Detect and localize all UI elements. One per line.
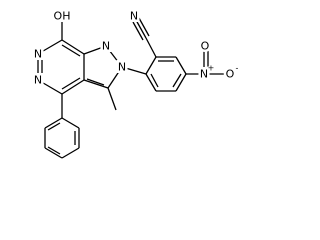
atom-label: N bbox=[34, 48, 42, 61]
charge-label: + bbox=[208, 64, 215, 73]
atom-label: OH bbox=[54, 10, 71, 23]
atom-label: N bbox=[34, 74, 42, 87]
bonds bbox=[37, 17, 228, 159]
atom-label: N bbox=[130, 10, 138, 23]
atom-label: N bbox=[102, 40, 110, 53]
atom-label: N bbox=[200, 68, 208, 81]
atom-label: N bbox=[118, 61, 126, 74]
atom-labels: OH N N N N N N + O - O bbox=[31, 7, 239, 89]
structure-diagram: OH N N N N N N + O - O bbox=[31, 7, 239, 159]
atom-label: O bbox=[201, 40, 210, 53]
charge-label: - bbox=[236, 64, 239, 73]
atom-label: O bbox=[226, 68, 235, 81]
